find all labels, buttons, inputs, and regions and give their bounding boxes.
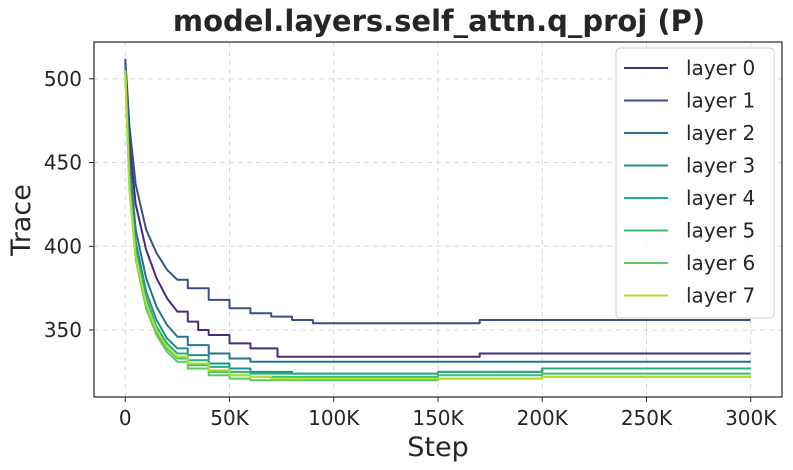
legend-label: layer 6 [686,251,755,275]
series-line-layer-2 [124,65,751,363]
legend-label: layer 7 [686,284,755,308]
legend-label: layer 1 [686,89,755,113]
legend-box [615,47,775,319]
legend: layer 0 layer 1 layer 2 layer 3 layer 4 layer… [615,47,775,319]
y-tick-label: 350 [44,318,82,342]
grid [94,42,782,397]
chart-title: model.layers.self_attn.q_proj (P) [173,4,705,38]
x-tick-label: 150K [412,406,464,430]
y-tick-label: 400 [44,234,82,258]
x-tick-label: 250K [621,406,673,430]
legend-label: layer 3 [686,154,755,178]
x-tick-label: 50K [210,406,249,430]
x-axis-label: Step [407,432,468,463]
series-line-layer-4 [124,70,751,375]
x-tick-label: 300K [725,406,777,430]
series-line-layer-7 [124,70,751,380]
x-tick-label: 200K [517,406,569,430]
x-tick-label: 100K [308,406,360,430]
x-axis-ticks: 0 50K 100K 150K 200K 250K 300K [119,397,777,430]
legend-label: layer 5 [686,219,755,243]
y-axis-label: Trace [6,184,37,257]
y-tick-label: 450 [44,151,82,175]
x-tick-label: 0 [119,406,132,430]
legend-label: layer 0 [686,56,755,80]
series-line-layer-1 [124,58,751,325]
legend-label: layer 2 [686,121,755,145]
series-lines [124,58,751,382]
y-tick-label: 500 [44,67,82,91]
legend-label: layer 4 [686,186,755,210]
series-line-layer-0 [124,62,751,358]
y-axis-ticks: 350 400 450 500 [44,67,94,342]
